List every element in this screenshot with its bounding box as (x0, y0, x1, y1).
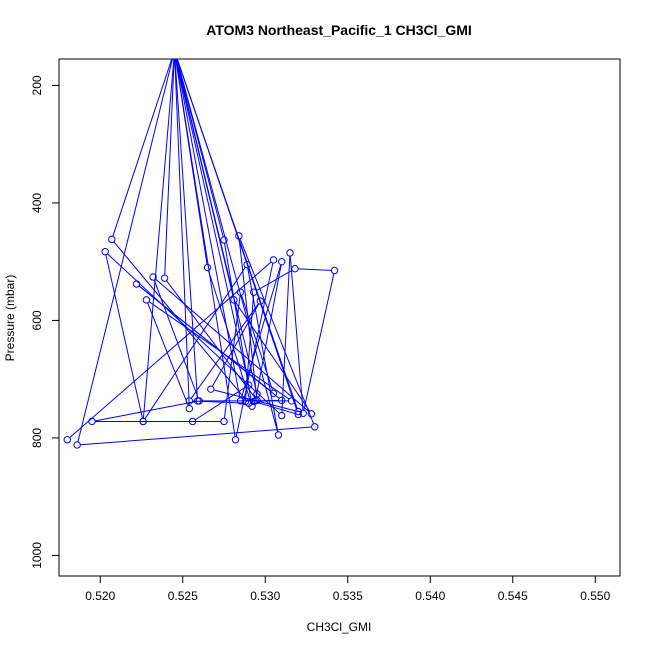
data-point (236, 397, 245, 405)
data-point (250, 397, 258, 406)
series-segment (175, 59, 249, 383)
series-line (69, 59, 335, 446)
data-point (235, 232, 243, 240)
data-point (287, 397, 296, 405)
chart-title: ATOM3 Northeast_Pacific_1 CH3Cl_GMI (206, 22, 472, 38)
series-segment (298, 268, 332, 271)
series-segment (281, 256, 291, 413)
data-point (132, 280, 141, 288)
series-segment (174, 59, 190, 406)
data-point (193, 397, 202, 405)
series-segment (147, 302, 189, 406)
y-tick-label: 800 (30, 428, 44, 448)
data-point (230, 296, 238, 304)
series-segment (255, 264, 282, 398)
data-point (139, 417, 147, 426)
data-point (142, 296, 151, 304)
series-segment (80, 426, 312, 446)
data-point (307, 410, 316, 418)
series-segment (105, 254, 143, 419)
data-point (185, 397, 194, 405)
data-point (278, 396, 286, 405)
data-point (63, 436, 71, 444)
data-point (149, 273, 157, 281)
y-tick-label: 200 (30, 75, 44, 95)
data-point (88, 417, 96, 426)
data-point (231, 436, 240, 444)
data-point (160, 274, 169, 282)
series-layer (63, 59, 339, 449)
data-point (253, 396, 261, 405)
data-point (311, 423, 319, 431)
series-segment (95, 401, 197, 422)
data-point (203, 263, 212, 272)
data-point (278, 257, 286, 266)
data-point (245, 381, 253, 389)
x-axis-label: CH3Cl_GMI (307, 620, 372, 634)
series-segment (174, 59, 198, 398)
data-point (299, 409, 307, 417)
data-point (243, 260, 251, 269)
data-point (185, 404, 194, 413)
series-segment (142, 59, 175, 419)
x-tick-label: 0.530 (250, 589, 280, 603)
x-tick-label: 0.550 (580, 589, 610, 603)
data-point (241, 397, 250, 406)
y-axis-label: Pressure (mbar) (3, 275, 17, 362)
series-segment (175, 59, 208, 265)
x-tick-label: 0.520 (85, 589, 115, 603)
series-segment (144, 267, 246, 420)
y-tick-label: 1000 (30, 542, 44, 569)
data-point (73, 441, 81, 449)
series-segment (235, 262, 274, 437)
x-tick-label: 0.525 (168, 589, 198, 603)
x-tick-label: 0.545 (498, 589, 528, 603)
data-point (269, 389, 278, 397)
plot-frame (58, 58, 621, 577)
data-point (220, 417, 228, 426)
series-segment (166, 280, 256, 399)
data-point (269, 256, 278, 264)
series-segment (175, 59, 241, 398)
data-point (188, 417, 197, 426)
series-segment (192, 400, 246, 404)
series-segment (245, 295, 254, 399)
data-point (294, 407, 302, 416)
data-point (108, 235, 116, 244)
y-axis: 200 400 600 800 1000 (30, 75, 60, 569)
series-segment (77, 59, 173, 443)
data-point (101, 248, 109, 256)
series-segment (112, 59, 173, 237)
data-point (220, 236, 228, 244)
data-point (207, 385, 215, 393)
series-segment (256, 269, 293, 292)
series-segment (303, 273, 335, 411)
data-point (294, 410, 302, 419)
data-point (286, 249, 294, 257)
x-tick-label: 0.535 (333, 589, 363, 603)
data-point (330, 266, 339, 275)
series-segment (176, 59, 298, 409)
series-segment (213, 389, 296, 412)
y-tick-label: 400 (30, 193, 44, 213)
series-segment (190, 303, 259, 399)
series-segment (176, 59, 257, 391)
x-axis: 0.520 0.525 0.530 0.535 0.540 0.545 0.550 (85, 575, 611, 603)
series-segment (289, 256, 304, 411)
data-point (274, 431, 283, 439)
series-segment (195, 386, 247, 421)
x-tick-label: 0.540 (415, 589, 445, 603)
data-point (291, 265, 299, 273)
data-point (256, 297, 264, 305)
series-segment (256, 401, 296, 415)
series-segment (153, 279, 199, 399)
y-tick-label: 600 (30, 310, 44, 330)
series-segment (164, 59, 175, 275)
data-point (236, 288, 245, 296)
series-segment (240, 264, 282, 398)
series-segment (211, 303, 260, 387)
data-point (278, 411, 286, 420)
data-point (250, 288, 258, 296)
